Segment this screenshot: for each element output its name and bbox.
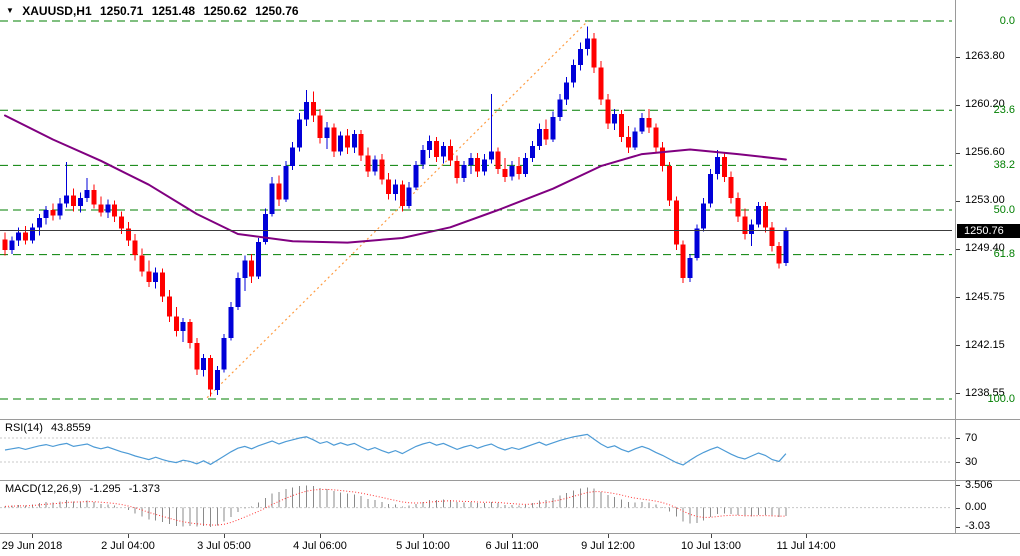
- ohlc-open-value: 1250.71: [99, 4, 144, 18]
- time-tick: [423, 534, 424, 538]
- macd-scale[interactable]: 3.506 0.00 -3.03: [955, 478, 1020, 533]
- fib-level-label: 38.2: [993, 158, 1015, 171]
- price-axis-label: 1249.40: [965, 242, 1005, 255]
- fib-retracement-lines: [0, 20, 952, 400]
- scale-tick: [956, 438, 960, 439]
- symbol-timeframe-label: XAUUSD,H1: [22, 4, 92, 18]
- scale-tick: [956, 104, 960, 106]
- time-tick: [224, 534, 225, 538]
- trendline[interactable]: [206, 20, 589, 399]
- macd-histogram: [4, 485, 787, 527]
- scale-tick: [956, 200, 960, 202]
- time-axis[interactable]: 29 Jun 2018 2 Jul 04:00 3 Jul 05:00 4 Jul 0…: [0, 534, 1020, 556]
- macd-axis-label: 0.00: [965, 501, 987, 514]
- scale-tick: [956, 393, 960, 395]
- price-chart-canvas[interactable]: [0, 0, 955, 419]
- scale-tick: [956, 526, 960, 528]
- candlesticks: [2, 26, 789, 397]
- symbol-dropdown-icon[interactable]: ▼: [6, 6, 14, 15]
- ohlc-close-value: 1250.76: [255, 4, 299, 18]
- macd-canvas[interactable]: [0, 481, 955, 533]
- fib-level-label: 50.0: [993, 203, 1015, 216]
- panel-separator-macd[interactable]: [0, 480, 1020, 481]
- time-axis-label: 5 Jul 10:00: [396, 540, 450, 552]
- price-axis-label: 1260.20: [965, 98, 1005, 111]
- scale-tick: [956, 485, 960, 487]
- price-scale[interactable]: 1263.80 1260.20 1256.60 1253.00 1249.40 1245.…: [955, 0, 1020, 419]
- scale-tick: [956, 297, 960, 299]
- time-axis-label: 6 Jul 11:00: [485, 540, 539, 552]
- time-tick: [608, 534, 609, 538]
- fib-level-label: 61.8: [993, 248, 1015, 261]
- time-axis-label: 3 Jul 05:00: [197, 540, 251, 552]
- price-axis-label: 1256.60: [965, 146, 1005, 159]
- price-axis-label: 1263.80: [965, 50, 1005, 63]
- main-chart-panel[interactable]: ▼ XAUUSD,H1 1250.71 1251.48 1250.62 1250…: [0, 0, 955, 419]
- fib-level-label: 0.0: [999, 14, 1015, 27]
- scale-tick: [956, 248, 960, 250]
- time-axis-label: 4 Jul 06:00: [293, 540, 347, 552]
- panel-separator-rsi[interactable]: [0, 419, 1020, 420]
- price-axis-label: 1253.00: [965, 194, 1005, 207]
- rsi-canvas[interactable]: [0, 420, 955, 480]
- time-tick: [128, 534, 129, 538]
- macd-header: MACD(12,26,9) -1.295 -1.373: [5, 483, 165, 495]
- ohlc-high-value: 1251.48: [151, 4, 196, 18]
- scale-tick: [956, 462, 960, 463]
- rsi-panel[interactable]: RSI(14) 43.8559: [0, 420, 955, 480]
- rsi-value: 43.8559: [50, 422, 91, 434]
- macd-axis-label: -3.03: [965, 520, 991, 533]
- rsi-header: RSI(14) 43.8559: [5, 422, 96, 434]
- fib-level-label: 23.6: [993, 103, 1015, 116]
- time-axis-label: 9 Jul 12:00: [581, 540, 635, 552]
- rsi-level-label: 70: [965, 431, 978, 444]
- macd-axis-label: 3.506: [965, 478, 993, 491]
- macd-label: MACD(12,26,9): [5, 483, 82, 495]
- time-axis-label: 29 Jun 2018: [1, 540, 63, 552]
- rsi-level-label: 30: [965, 455, 978, 468]
- scale-tick: [956, 507, 960, 509]
- time-tick: [32, 534, 33, 538]
- ma-line: [4, 114, 787, 244]
- time-axis-label: 10 Jul 13:00: [681, 540, 741, 552]
- time-axis-label: 2 Jul 04:00: [101, 540, 155, 552]
- scale-tick: [956, 152, 960, 154]
- scale-tick: [956, 56, 960, 58]
- time-tick: [806, 534, 807, 538]
- price-axis-label: 1242.15: [965, 338, 1005, 351]
- time-axis-label: 11 Jul 14:00: [776, 540, 836, 552]
- current-price-tag: 1250.76: [957, 223, 1020, 238]
- chart-header: ▼ XAUUSD,H1 1250.71 1251.48 1250.62 1250…: [6, 4, 304, 18]
- rsi-scale[interactable]: 70 30: [955, 420, 1020, 480]
- macd-value: -1.295: [89, 483, 121, 495]
- macd-signal-value: -1.373: [128, 483, 160, 495]
- fib-level-label: 100.0: [987, 392, 1015, 405]
- price-axis-label: 1238.55: [965, 386, 1005, 399]
- rsi-level-lines: [0, 437, 952, 463]
- time-tick: [512, 534, 513, 538]
- price-axis-label: 1245.75: [965, 290, 1005, 303]
- rsi-line: [4, 433, 787, 466]
- time-tick: [320, 534, 321, 538]
- scale-tick: [956, 345, 960, 347]
- rsi-label: RSI(14): [5, 422, 43, 434]
- time-tick: [711, 534, 712, 538]
- time-axis-separator: [0, 533, 1020, 534]
- ohlc-low-value: 1250.62: [203, 4, 247, 18]
- macd-panel[interactable]: MACD(12,26,9) -1.295 -1.373: [0, 481, 955, 533]
